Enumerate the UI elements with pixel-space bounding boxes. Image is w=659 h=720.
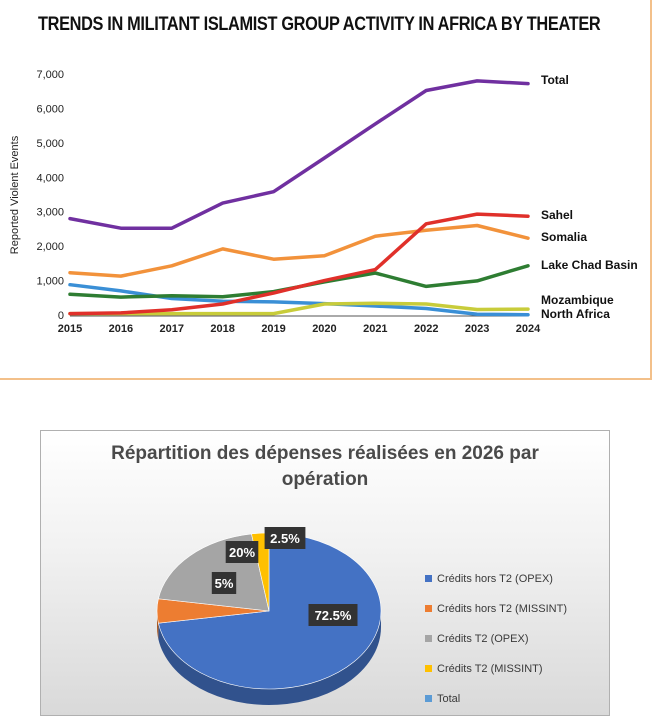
legend-label: Crédits T2 (MISSINT) <box>437 663 543 675</box>
pie-label-cr-dits-hors-t2-missint: 5% <box>211 572 237 594</box>
pie-label-cr-dits-hors-t2-opex: 72.5% <box>308 604 358 626</box>
pie-chart: 72.5%5%20%2.5% Crédits hors T2 (OPEX)Cré… <box>156 527 567 705</box>
legend-label: Crédits hors T2 (MISSINT) <box>437 603 567 615</box>
y-tick-label: 2,000 <box>36 241 64 253</box>
line-chart-panel: TRENDS IN MILITANT ISLAMIST GROUP ACTIVI… <box>0 0 652 380</box>
legend-swatch <box>425 695 432 702</box>
series-label-lake-chad-basin: Lake Chad Basin <box>541 258 638 272</box>
legend-label: Crédits T2 (OPEX) <box>437 633 529 645</box>
series-label-north-africa: North Africa <box>541 307 610 321</box>
series-line-mozambique <box>68 301 530 316</box>
series-line-total <box>68 79 530 230</box>
legend-item-cr-dits-t2-opex: Crédits T2 (OPEX) <box>425 633 529 645</box>
pie-label-text: 2.5% <box>270 531 300 546</box>
legend-label: Crédits hors T2 (OPEX) <box>437 573 553 585</box>
pie-chart-panel: Répartition des dépenses réalisées en 20… <box>40 430 610 716</box>
x-tick-label: 2016 <box>109 323 133 335</box>
series-labels: Total Sahel Somalia Lake Chad Basin Mozambiq… <box>541 73 638 321</box>
x-tick-label: 2023 <box>465 323 489 335</box>
y-tick-label: 7,000 <box>36 69 64 81</box>
pie-depth-cr-dits-hors-t2-opex <box>158 611 381 705</box>
legend-label: Total <box>437 693 460 705</box>
line-chart: 0 1,000 2,000 3,000 4,000 5,000 6,000 7,000 201… <box>9 69 638 335</box>
legend-swatch <box>425 605 432 612</box>
x-tick-label: 2018 <box>210 323 234 335</box>
pie-label-box <box>308 604 358 626</box>
legend-item-total: Total <box>425 693 460 705</box>
legend-swatch <box>425 575 432 582</box>
legend-item-cr-dits-t2-missint: Crédits T2 (MISSINT) <box>425 663 543 675</box>
x-tick-label: 2017 <box>160 323 184 335</box>
pie-label-cr-dits-t2-opex: 20% <box>225 541 259 563</box>
line-chart-title: TRENDS IN MILITANT ISLAMIST GROUP ACTIVI… <box>38 14 601 35</box>
pie-label-text: 72.5% <box>315 608 352 623</box>
y-tick-label: 0 <box>58 310 64 322</box>
pie-slice-cr-dits-hors-t2-opex <box>158 532 382 690</box>
y-axis-label: Reported Violent Events <box>9 135 21 254</box>
pie-label-cr-dits-t2-missint: 2.5% <box>264 527 306 549</box>
y-tick-label: 1,000 <box>36 276 64 288</box>
series-label-mozambique: Mozambique <box>541 293 614 307</box>
x-tick-label: 2020 <box>312 323 336 335</box>
y-tick-label: 6,000 <box>36 103 64 115</box>
series-label-somalia: Somalia <box>541 230 587 244</box>
pie-chart-title: Répartition des dépenses réalisées en 20… <box>41 441 609 493</box>
y-tick-label: 5,000 <box>36 138 64 150</box>
pie-title-line-2: opération <box>281 469 369 490</box>
series-label-total: Total <box>541 73 569 87</box>
x-tick-label: 2021 <box>363 323 387 335</box>
x-tick-label: 2024 <box>516 323 541 335</box>
legend-item-cr-dits-hors-t2-opex: Crédits hors T2 (OPEX) <box>425 573 553 585</box>
series-line-somalia <box>68 223 530 278</box>
y-axis-ticks: 0 1,000 2,000 3,000 4,000 5,000 6,000 7,000 <box>36 69 64 322</box>
y-tick-label: 4,000 <box>36 172 64 184</box>
pie-label-box <box>225 541 259 563</box>
series-line-sahel <box>68 212 530 316</box>
legend-swatch <box>425 665 432 672</box>
legend-swatch <box>425 635 432 642</box>
pie-label-text: 5% <box>215 576 234 591</box>
pie-label-text: 20% <box>229 545 255 560</box>
pie-legend: Crédits hors T2 (OPEX) Crédits hors T2 (M… <box>425 573 567 705</box>
pie-data-labels: 72.5% 5% 20% 2.5% <box>211 527 358 626</box>
y-tick-label: 3,000 <box>36 207 64 219</box>
pie-label-box <box>264 527 306 549</box>
x-axis-ticks: 2015 2016 2017 2018 2019 2020 2021 2022 2023 2024 <box>58 323 541 335</box>
series-lines <box>68 79 530 317</box>
x-tick-label: 2015 <box>58 323 82 335</box>
series-label-sahel: Sahel <box>541 208 573 222</box>
x-tick-label: 2019 <box>261 323 285 335</box>
x-tick-label: 2022 <box>414 323 438 335</box>
pie-title-line-1: Répartition des dépenses réalisées en 20… <box>111 443 539 464</box>
legend-item-cr-dits-hors-t2-missint: Crédits hors T2 (MISSINT) <box>425 603 567 615</box>
pie-label-box <box>211 572 237 594</box>
